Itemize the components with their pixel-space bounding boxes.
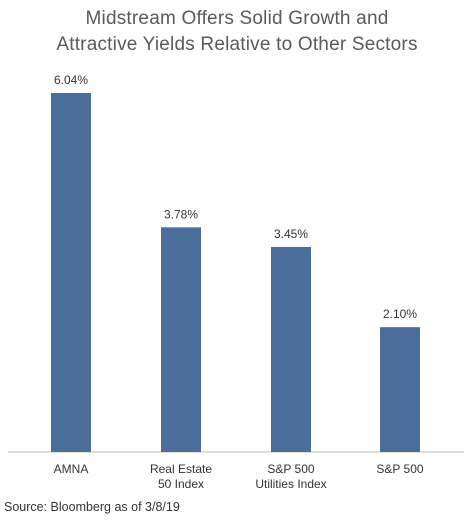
category-label: Utilities Index xyxy=(255,477,326,491)
category-label: S&P 500 xyxy=(267,462,314,476)
bar xyxy=(51,93,91,452)
chart-title-line-1: Midstream Offers Solid Growth and xyxy=(85,8,389,29)
bar xyxy=(380,327,420,452)
data-label: 3.78% xyxy=(164,207,198,221)
category-label: 50 Index xyxy=(158,477,204,491)
category-label: Real Estate xyxy=(150,462,212,476)
bar xyxy=(271,246,311,452)
data-label: 6.04% xyxy=(54,73,88,87)
data-label: 3.45% xyxy=(274,227,308,241)
bar xyxy=(161,227,201,452)
chart-title-line-2: Attractive Yields Relative to Other Sect… xyxy=(56,34,418,55)
source-note: Source: Bloomberg as of 3/8/19 xyxy=(4,500,180,514)
data-label: 2.10% xyxy=(383,307,417,321)
category-label: AMNA xyxy=(54,462,89,476)
chart-title: Midstream Offers Solid Growth and Attrac… xyxy=(0,6,474,58)
category-label: S&P 500 xyxy=(376,462,423,476)
